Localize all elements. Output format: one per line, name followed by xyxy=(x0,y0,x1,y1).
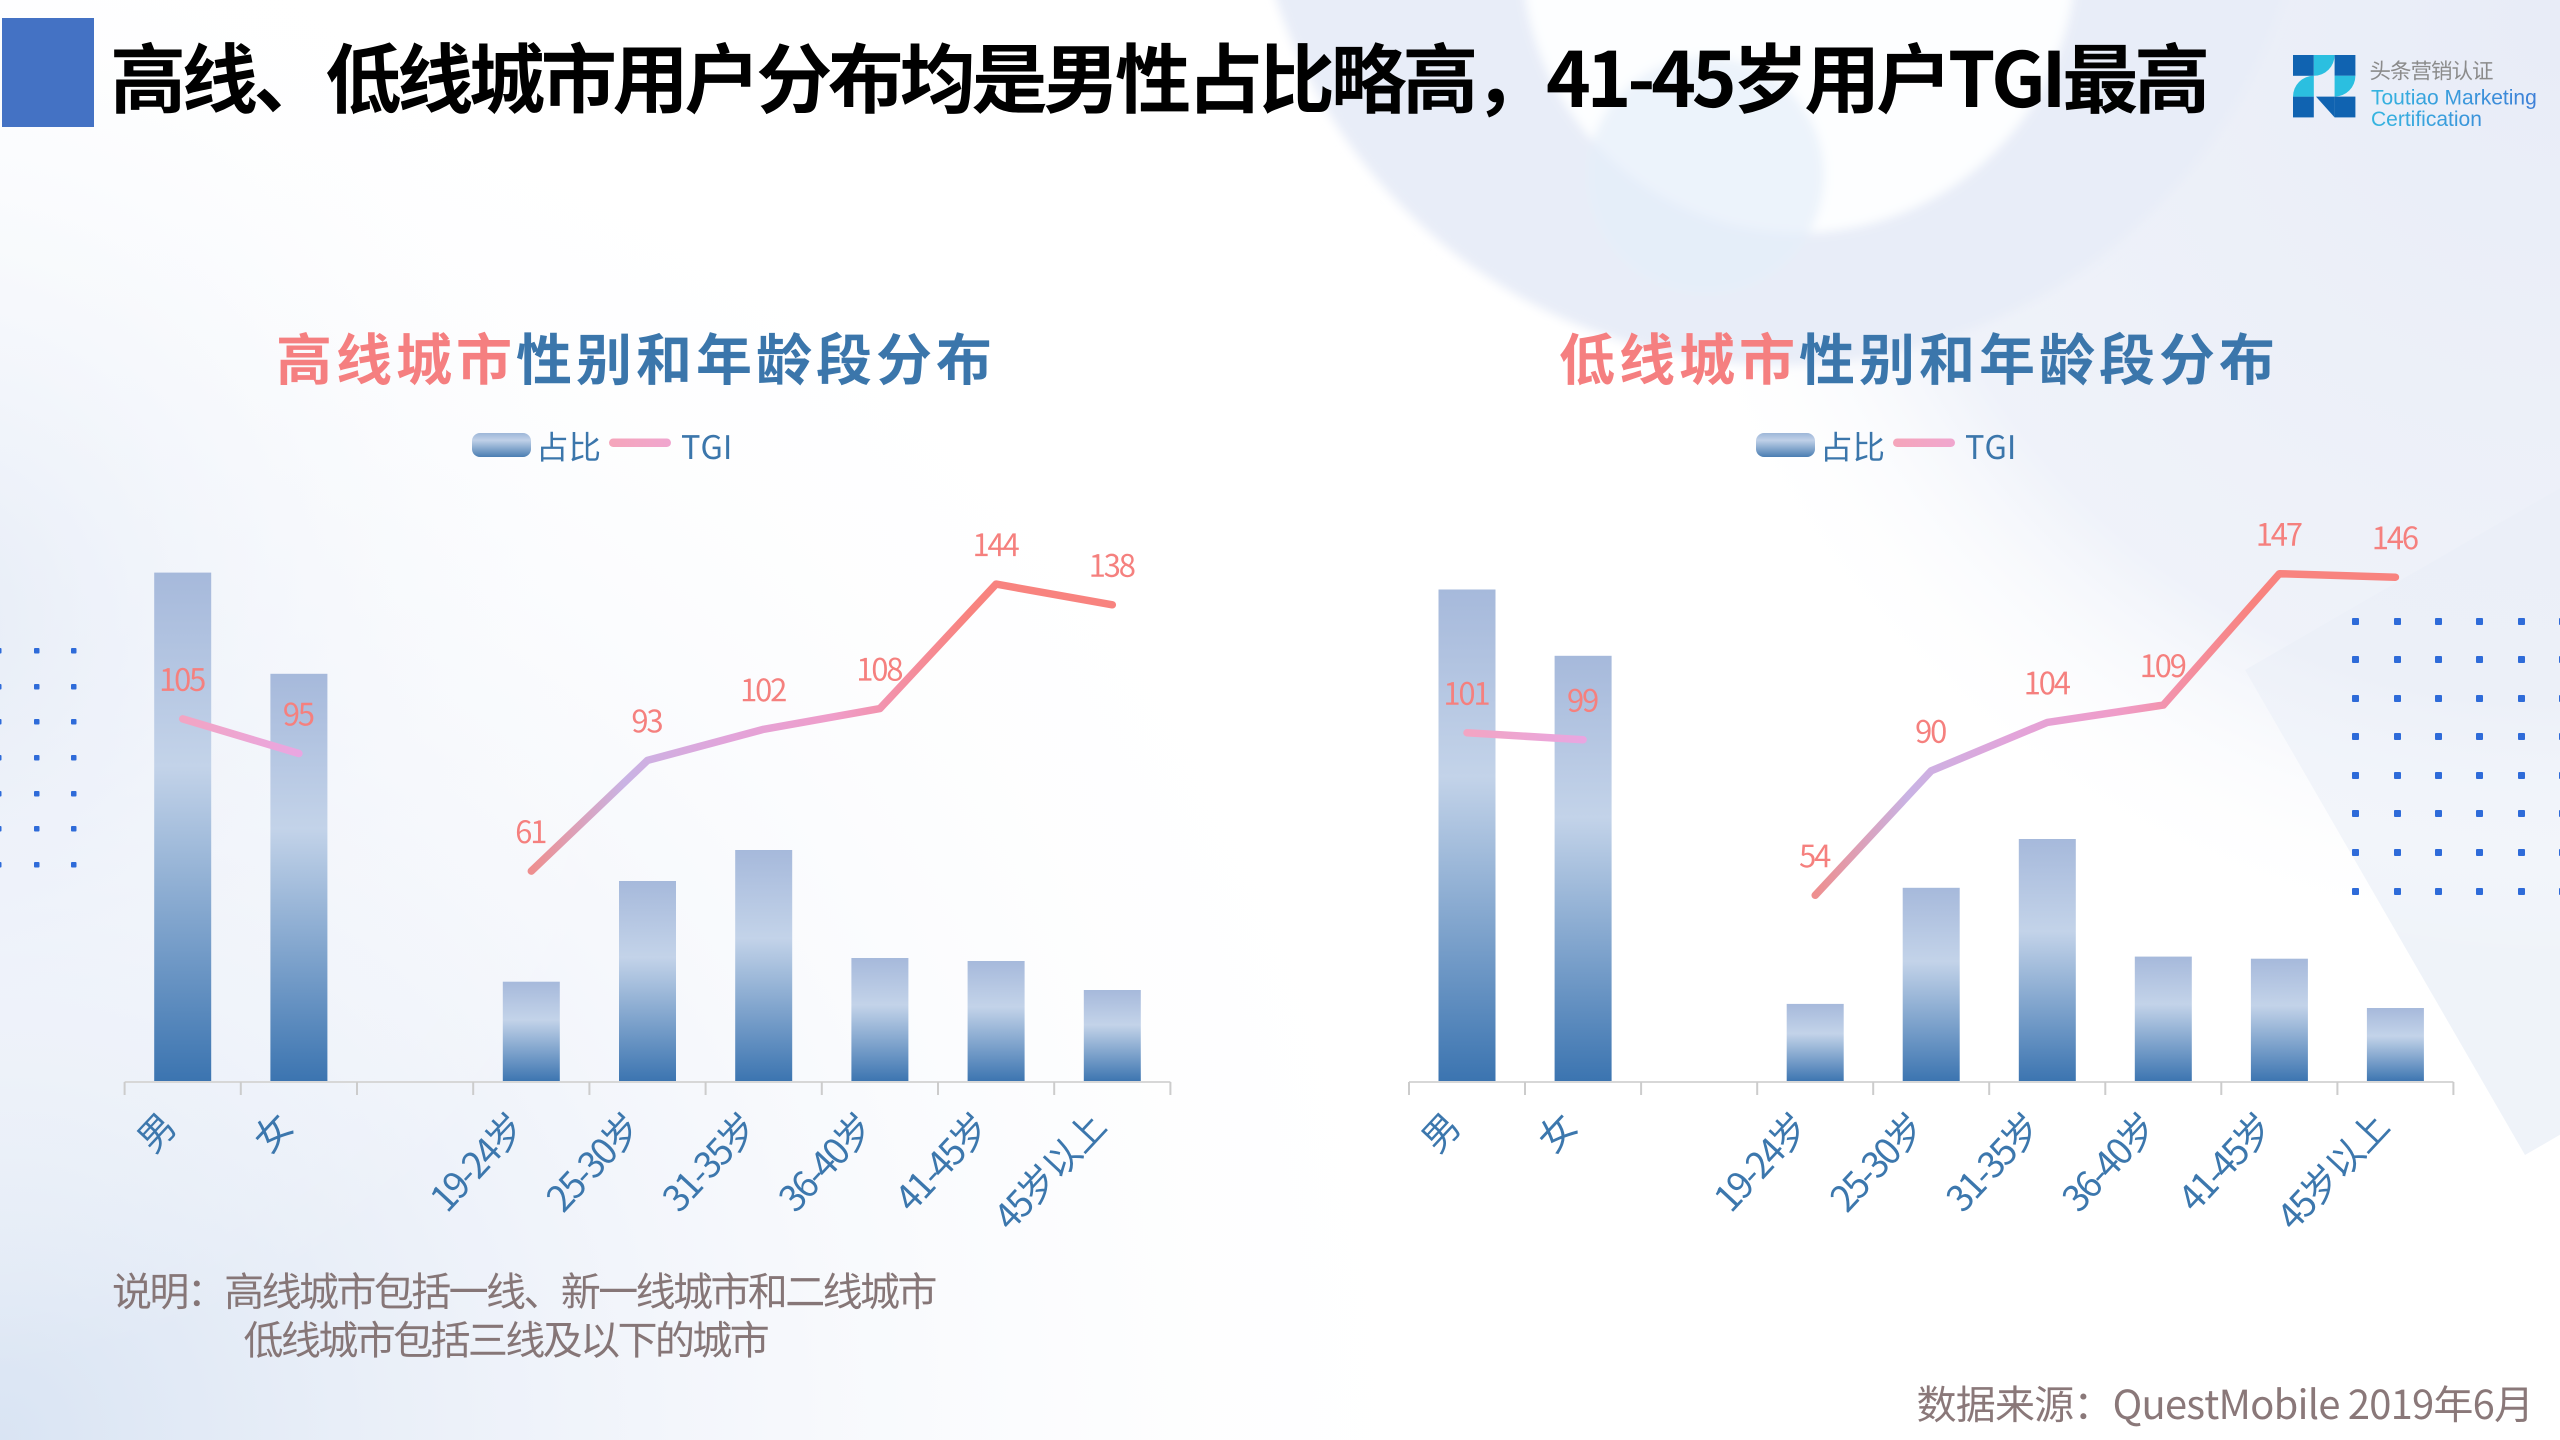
svg-text:Toutiao Marketing: Toutiao Marketing xyxy=(2371,87,2537,110)
svg-text:Certification: Certification xyxy=(2371,108,2482,131)
